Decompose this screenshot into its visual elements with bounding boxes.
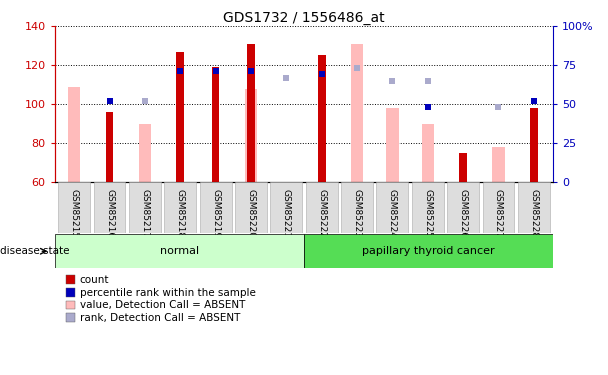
- Bar: [106, 112, 114, 182]
- FancyBboxPatch shape: [58, 182, 90, 232]
- Title: GDS1732 / 1556486_at: GDS1732 / 1556486_at: [223, 11, 385, 25]
- Text: GSM85222: GSM85222: [317, 189, 326, 238]
- FancyBboxPatch shape: [271, 182, 302, 232]
- Bar: [386, 108, 399, 182]
- Bar: [421, 123, 434, 182]
- Text: GSM85228: GSM85228: [530, 189, 538, 238]
- Bar: [245, 88, 257, 182]
- Bar: [176, 51, 184, 182]
- Bar: [492, 147, 505, 182]
- Bar: [68, 87, 80, 182]
- Text: GSM85221: GSM85221: [282, 189, 291, 238]
- Bar: [530, 108, 537, 182]
- FancyBboxPatch shape: [94, 182, 125, 232]
- Text: normal: normal: [160, 246, 199, 256]
- FancyBboxPatch shape: [518, 182, 550, 232]
- Text: GSM85227: GSM85227: [494, 189, 503, 238]
- Text: GSM85215: GSM85215: [70, 189, 78, 238]
- Text: GSM85218: GSM85218: [176, 189, 185, 238]
- FancyBboxPatch shape: [304, 234, 553, 268]
- FancyBboxPatch shape: [55, 234, 304, 268]
- Bar: [351, 44, 363, 182]
- FancyBboxPatch shape: [341, 182, 373, 232]
- Text: GSM85219: GSM85219: [211, 189, 220, 238]
- FancyBboxPatch shape: [447, 182, 479, 232]
- FancyBboxPatch shape: [235, 182, 267, 232]
- Text: GSM85217: GSM85217: [140, 189, 150, 238]
- Text: GSM85226: GSM85226: [458, 189, 468, 238]
- Bar: [459, 153, 467, 182]
- Text: GSM85225: GSM85225: [423, 189, 432, 238]
- Text: GSM85223: GSM85223: [353, 189, 362, 238]
- Text: GSM85220: GSM85220: [246, 189, 255, 238]
- FancyBboxPatch shape: [306, 182, 337, 232]
- Bar: [318, 56, 325, 182]
- FancyBboxPatch shape: [164, 182, 196, 232]
- FancyBboxPatch shape: [129, 182, 161, 232]
- Text: GSM85216: GSM85216: [105, 189, 114, 238]
- Legend: count, percentile rank within the sample, value, Detection Call = ABSENT, rank, : count, percentile rank within the sample…: [66, 275, 255, 323]
- Bar: [139, 123, 151, 182]
- Text: GSM85224: GSM85224: [388, 189, 397, 238]
- FancyBboxPatch shape: [483, 182, 514, 232]
- Bar: [247, 44, 255, 182]
- FancyBboxPatch shape: [199, 182, 232, 232]
- Text: disease state: disease state: [0, 246, 69, 256]
- Bar: [212, 67, 219, 182]
- FancyBboxPatch shape: [376, 182, 409, 232]
- FancyBboxPatch shape: [412, 182, 444, 232]
- Text: papillary thyroid cancer: papillary thyroid cancer: [362, 246, 495, 256]
